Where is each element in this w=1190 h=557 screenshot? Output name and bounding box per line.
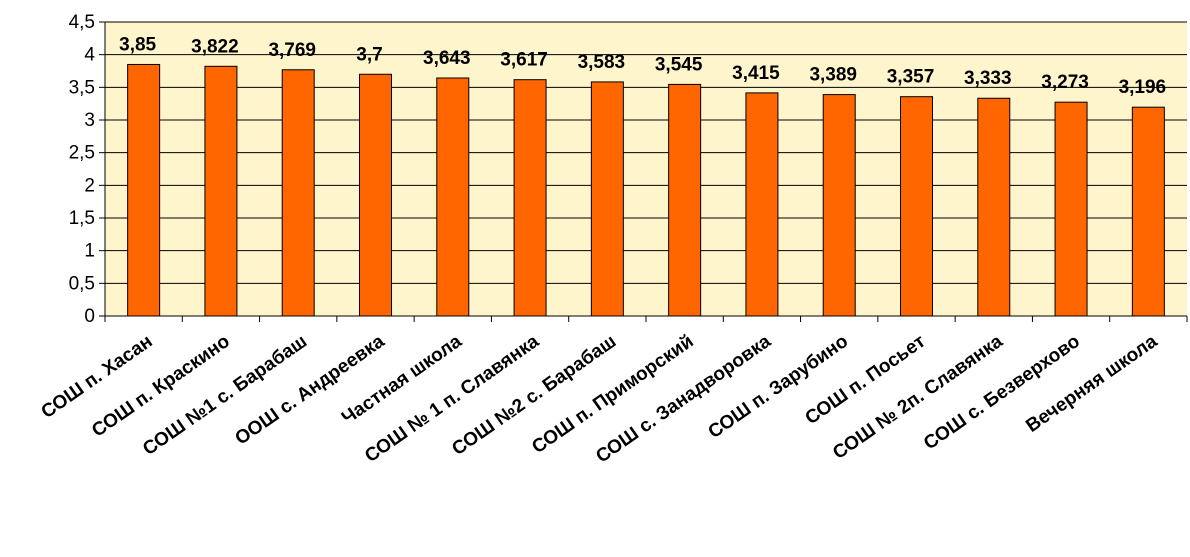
y-tick-label: 1 <box>84 241 95 262</box>
y-tick-label: 4,5 <box>69 12 95 33</box>
data-label: 3,769 <box>268 40 316 61</box>
y-axis-ticks: 0 0,5 1 1,5 2 2,5 3 3,5 4 4,5 <box>69 12 105 327</box>
bar <box>977 97 1011 317</box>
bar <box>1054 101 1088 317</box>
data-label: 3,389 <box>809 65 857 86</box>
category-label: СОШ п. Краскино <box>88 331 234 442</box>
y-tick-label: 2,5 <box>69 143 95 164</box>
y-tick-label: 4 <box>84 45 95 66</box>
data-label: 3,545 <box>655 54 703 75</box>
data-label: 3,196 <box>1119 77 1167 98</box>
data-label: 3,333 <box>964 68 1012 89</box>
category-label: СОШ п. Зарубино <box>705 331 852 443</box>
y-tick-label: 0,5 <box>69 273 95 294</box>
category-label: Вечерняя школа <box>1022 331 1161 437</box>
data-label: 3,583 <box>578 52 626 73</box>
data-label: 3,7 <box>356 44 382 65</box>
bar <box>281 69 315 317</box>
bar <box>359 73 392 317</box>
bars <box>127 63 1165 317</box>
bar <box>1131 106 1165 317</box>
bar <box>590 81 624 317</box>
bar <box>900 96 933 317</box>
bar <box>513 79 547 317</box>
bar <box>745 92 779 317</box>
data-label: 3,643 <box>423 48 471 69</box>
data-label: 3,85 <box>119 34 156 55</box>
bar <box>127 63 161 317</box>
y-tick-label: 2 <box>84 175 95 196</box>
y-tick-label: 1,5 <box>69 208 95 229</box>
data-label: 3,617 <box>500 50 548 71</box>
data-label: 3,273 <box>1041 72 1089 93</box>
y-tick-label: 3 <box>84 110 95 131</box>
data-label: 3,357 <box>887 67 935 88</box>
data-label: 3,822 <box>191 36 239 57</box>
bar <box>822 94 856 317</box>
y-tick-label: 3,5 <box>69 77 95 98</box>
y-tick-label: 0 <box>84 306 95 327</box>
data-label: 3,415 <box>732 63 780 84</box>
data-labels: 3,85 3,822 3,769 3,7 3,643 3,617 3,583 3,545 3,4… <box>119 34 1166 98</box>
x-axis-ticks <box>104 316 1188 322</box>
bar <box>668 83 702 317</box>
bar <box>204 65 238 317</box>
bar <box>436 77 470 317</box>
plot-area <box>105 22 1187 316</box>
